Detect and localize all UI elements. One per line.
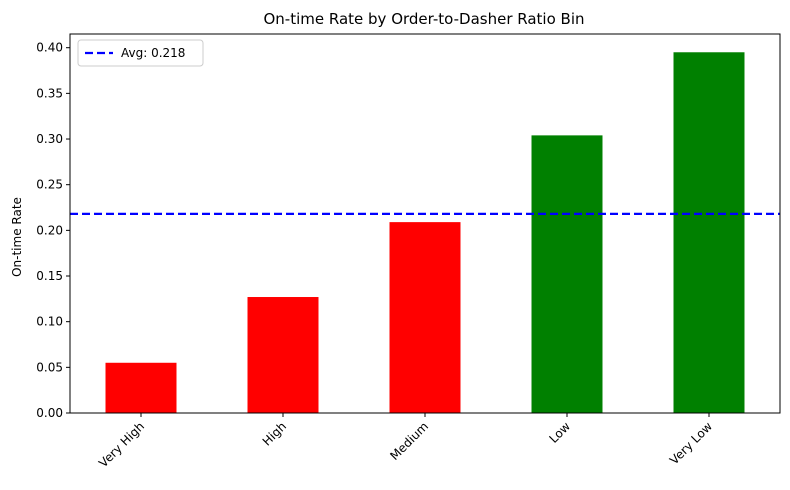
y-axis-label: On-time Rate — [10, 197, 24, 277]
y-tick-label: 0.05 — [36, 360, 63, 374]
y-tick-label: 0.25 — [36, 178, 63, 192]
x-tick-label: Very Low — [667, 419, 715, 467]
bar-very-low — [673, 52, 745, 413]
y-tick-label: 0.30 — [36, 132, 63, 146]
y-tick-label: 0.35 — [36, 86, 63, 100]
y-tick-label: 0.15 — [36, 269, 63, 283]
chart-title: On-time Rate by Order-to-Dasher Ratio Bi… — [263, 10, 584, 28]
y-tick-label: 0.40 — [36, 41, 63, 55]
bar-high — [247, 297, 319, 413]
bar-medium — [389, 222, 461, 413]
bar-very-high — [105, 362, 177, 413]
plot-area: 0.00 0.05 0.10 0.15 0.20 0.25 0.30 0.35 0.40 Very… — [36, 33, 781, 470]
x-tick-label: Low — [547, 419, 574, 446]
legend-box — [77, 39, 204, 67]
bar-low — [531, 135, 603, 413]
legend-label: Avg: 0.218 — [121, 46, 185, 60]
x-tick-label: Very High — [96, 419, 147, 470]
y-tick-label: 0.20 — [36, 223, 63, 237]
y-tick-label: 0.00 — [36, 406, 63, 420]
legend: Avg: 0.218 — [77, 39, 204, 67]
y-tick-label: 0.10 — [36, 315, 63, 329]
x-tick-label: High — [260, 419, 289, 448]
x-tick-label: Medium — [387, 419, 431, 463]
